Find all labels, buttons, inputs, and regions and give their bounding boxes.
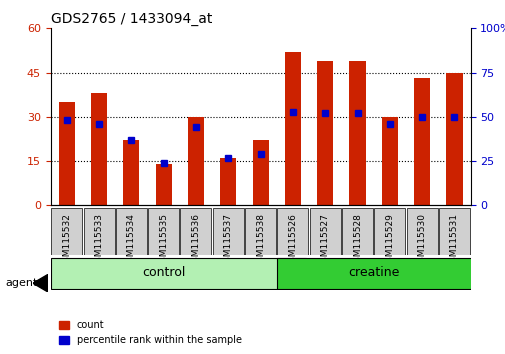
Polygon shape	[33, 274, 48, 292]
Text: GSM115530: GSM115530	[417, 213, 426, 268]
Text: GSM115531: GSM115531	[449, 213, 458, 268]
FancyBboxPatch shape	[438, 208, 469, 255]
Bar	[252, 141, 268, 205]
Bar	[284, 52, 300, 205]
FancyBboxPatch shape	[180, 208, 211, 255]
FancyBboxPatch shape	[341, 208, 372, 255]
Text: GSM115538: GSM115538	[256, 213, 265, 268]
Bar	[381, 117, 397, 205]
FancyBboxPatch shape	[374, 208, 405, 255]
Text: GDS2765 / 1433094_at: GDS2765 / 1433094_at	[50, 12, 212, 26]
Text: GSM115536: GSM115536	[191, 213, 200, 268]
Bar	[413, 79, 429, 205]
Text: GSM115528: GSM115528	[352, 213, 361, 268]
Bar	[220, 158, 236, 205]
FancyBboxPatch shape	[406, 208, 437, 255]
Bar	[156, 164, 171, 205]
Text: GSM115529: GSM115529	[384, 213, 393, 268]
FancyBboxPatch shape	[51, 258, 305, 289]
Bar	[187, 117, 204, 205]
FancyBboxPatch shape	[277, 208, 308, 255]
Text: GSM115537: GSM115537	[223, 213, 232, 268]
Text: control: control	[142, 266, 185, 279]
Text: GSM115527: GSM115527	[320, 213, 329, 268]
Text: GSM115526: GSM115526	[288, 213, 297, 268]
Text: GSM115534: GSM115534	[127, 213, 136, 268]
Text: GSM115535: GSM115535	[159, 213, 168, 268]
Bar	[349, 61, 365, 205]
Text: GSM115532: GSM115532	[62, 213, 71, 268]
Bar	[59, 102, 75, 205]
Bar	[91, 93, 107, 205]
FancyBboxPatch shape	[148, 208, 179, 255]
FancyBboxPatch shape	[213, 208, 243, 255]
Bar	[317, 61, 333, 205]
Bar	[123, 141, 139, 205]
Legend: count, percentile rank within the sample: count, percentile rank within the sample	[56, 316, 245, 349]
Bar	[445, 73, 462, 205]
FancyBboxPatch shape	[116, 208, 146, 255]
Text: GSM115533: GSM115533	[94, 213, 104, 268]
FancyBboxPatch shape	[83, 208, 114, 255]
Text: creatine: creatine	[347, 266, 398, 279]
FancyBboxPatch shape	[244, 208, 276, 255]
FancyBboxPatch shape	[51, 208, 82, 255]
FancyBboxPatch shape	[309, 208, 340, 255]
FancyBboxPatch shape	[277, 258, 498, 289]
Text: agent: agent	[5, 278, 37, 288]
